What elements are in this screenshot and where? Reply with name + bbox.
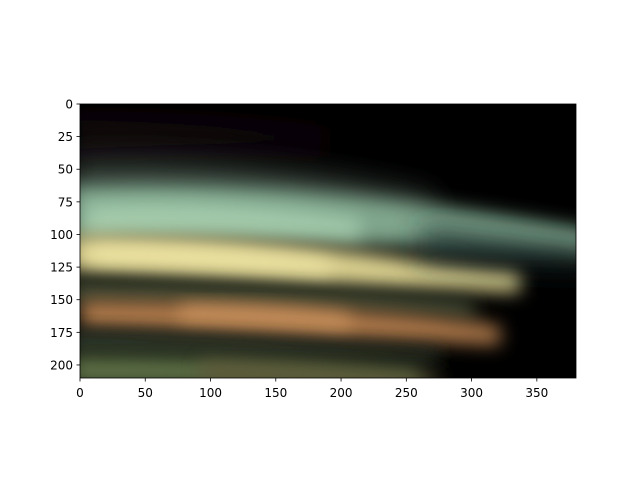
- band-lower-dark: [80, 330, 440, 362]
- y-tick-label: 200: [50, 358, 73, 372]
- x-tick-label: 150: [264, 386, 287, 400]
- band-top-faint: [80, 120, 330, 150]
- heatmap-image: [80, 120, 576, 378]
- band-green-bright: [85, 203, 360, 238]
- x-tick-label: 350: [525, 386, 548, 400]
- band-right-haze: [420, 225, 576, 270]
- band-olive-dark: [80, 280, 480, 320]
- y-tick-label: 175: [50, 326, 73, 340]
- y-tick-label: 75: [58, 195, 73, 209]
- y-tick-label: 50: [58, 163, 73, 177]
- band-yellow-bright: [90, 245, 330, 275]
- y-axis: 0 25 50 75 100 125 150 175 200: [50, 98, 80, 372]
- x-tick-label: 50: [138, 386, 153, 400]
- y-tick-label: 100: [50, 228, 73, 242]
- y-tick-label: 150: [50, 293, 73, 307]
- band-orange-bright: [180, 305, 350, 330]
- y-tick-label: 0: [65, 98, 73, 112]
- y-tick-label: 25: [58, 130, 73, 144]
- x-tick-label: 100: [199, 386, 222, 400]
- x-tick-label: 250: [395, 386, 418, 400]
- x-axis: 0 50 100 150 200 250 300 350: [76, 378, 548, 400]
- axes: 0 50 100 150 200 250 300 350 0 25 50 75 100 125 150 17…: [50, 98, 577, 400]
- y-tick-label: 125: [50, 261, 73, 275]
- band-bottom-tan: [200, 360, 440, 378]
- x-tick-label: 300: [460, 386, 483, 400]
- x-tick-label: 0: [76, 386, 84, 400]
- axes-frame: [79, 103, 577, 379]
- x-tick-label: 200: [330, 386, 353, 400]
- plot-area: [80, 104, 576, 378]
